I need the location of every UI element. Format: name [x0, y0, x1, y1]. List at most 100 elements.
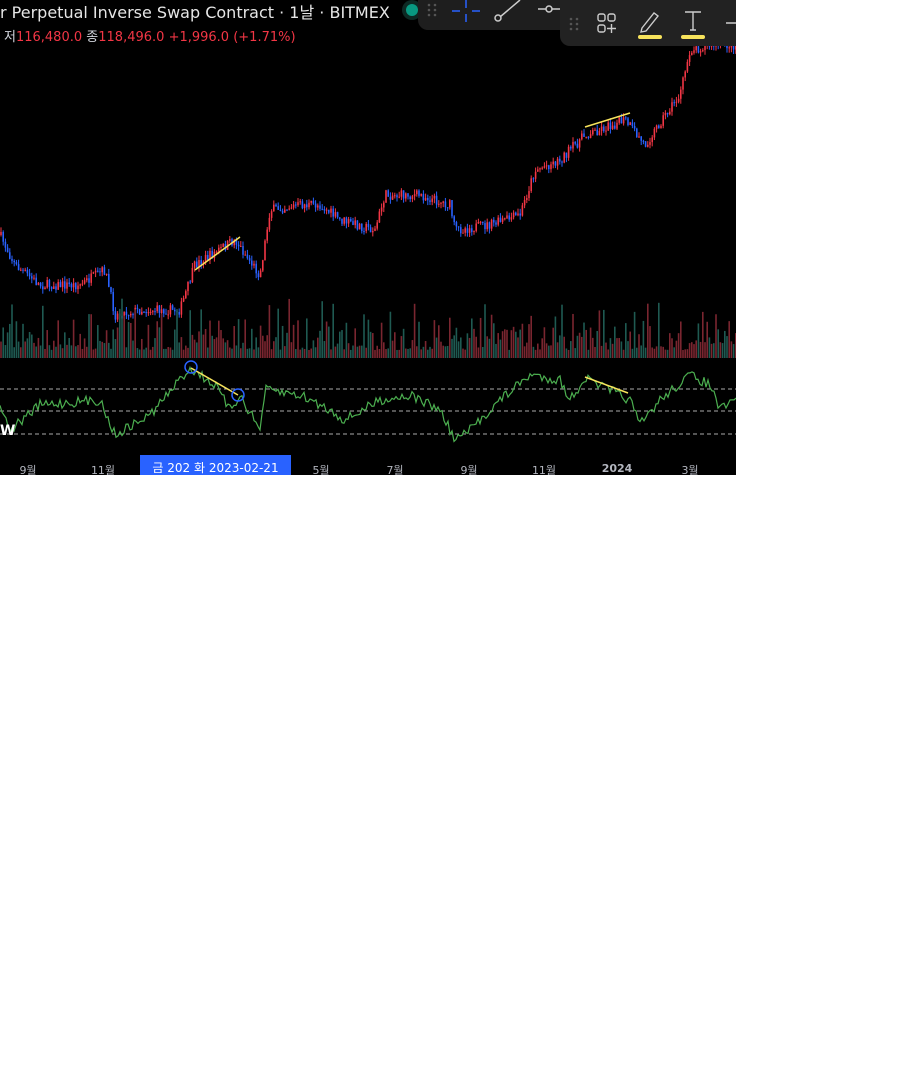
volume-bar	[444, 346, 447, 358]
volume-bar	[17, 341, 20, 358]
volume-bar	[378, 349, 381, 358]
drawing-toolbar-secondary	[560, 0, 736, 46]
volume-bar	[664, 349, 667, 358]
volume-bar	[603, 309, 605, 358]
volume-bar	[48, 345, 51, 358]
volume-bar	[72, 319, 75, 358]
candle	[233, 239, 235, 246]
volume-bar	[589, 327, 592, 358]
volume-bar	[31, 334, 33, 358]
volume-bar	[22, 323, 24, 358]
volume-bar	[99, 340, 101, 358]
volume-bar	[636, 347, 638, 358]
volume-bar	[380, 322, 383, 358]
text-icon[interactable]	[679, 8, 707, 40]
candle	[583, 133, 585, 137]
candle	[141, 311, 143, 315]
volume-bar	[169, 347, 172, 358]
volume-bar	[501, 331, 504, 358]
chart-canvas[interactable]	[0, 0, 736, 475]
candle	[636, 128, 638, 137]
candle	[275, 204, 277, 207]
candle	[204, 255, 207, 262]
minus-icon[interactable]	[726, 16, 736, 26]
candle	[413, 194, 416, 197]
volume-bar	[90, 314, 92, 358]
volume-bar	[455, 327, 458, 358]
candle	[185, 291, 187, 299]
volume-bar	[662, 346, 664, 358]
candle	[33, 277, 35, 279]
volume-bar	[713, 343, 715, 358]
candle	[627, 118, 629, 125]
volume-bar	[11, 304, 13, 358]
volume-bar	[185, 345, 187, 358]
volume-bar	[35, 346, 37, 358]
volume-bar	[341, 330, 343, 358]
candle	[691, 52, 693, 56]
volume-bar	[361, 345, 363, 358]
volume-bar	[154, 338, 156, 358]
candle	[682, 77, 684, 90]
candle	[64, 281, 66, 289]
candle	[11, 258, 13, 261]
candle	[488, 222, 491, 229]
volume-bar	[134, 309, 136, 358]
chart-area[interactable]: r Perpetual Inverse Swap Contract · 1날 ·…	[0, 0, 736, 475]
volume-bar	[559, 335, 561, 358]
volume-bar	[730, 341, 733, 358]
volume-bar	[699, 341, 702, 358]
rsi-divergence-line	[190, 367, 239, 396]
volume-bar	[574, 348, 576, 358]
candle	[92, 272, 95, 274]
candle	[552, 161, 554, 165]
candle	[292, 204, 295, 208]
volume-bar	[110, 348, 112, 358]
volume-bar	[4, 345, 7, 358]
candle	[218, 247, 220, 252]
horizontal-ray-icon[interactable]	[538, 0, 562, 20]
volume-bar	[83, 338, 86, 358]
volume-bar	[306, 318, 308, 358]
volume-bar	[88, 314, 90, 358]
volume-bar	[297, 320, 299, 358]
trend-line-icon[interactable]	[492, 0, 524, 24]
add-widget-icon[interactable]	[596, 12, 618, 36]
volume-bar	[209, 320, 211, 358]
candle	[501, 218, 504, 222]
candle	[20, 269, 22, 271]
crosshair-icon[interactable]	[452, 0, 480, 24]
volume-bar	[44, 348, 46, 358]
candle	[367, 223, 370, 228]
volume-bar	[273, 341, 275, 358]
volume-bar	[211, 335, 213, 358]
volume-bar	[442, 345, 444, 358]
volume-bar	[677, 333, 680, 358]
candle	[301, 201, 304, 209]
volume-bar	[336, 343, 339, 358]
volume-bar	[477, 347, 480, 358]
candle	[310, 200, 312, 203]
volume-bar	[226, 340, 229, 358]
candle	[299, 201, 301, 203]
candle	[200, 260, 202, 265]
volume-bar	[6, 332, 9, 358]
candle	[182, 298, 185, 302]
drag-handle-icon[interactable]	[568, 16, 582, 32]
rsi-divergence-line	[584, 376, 629, 394]
volume-bar	[321, 301, 323, 358]
candle	[735, 44, 736, 50]
volume-bar	[651, 347, 653, 358]
volume-bar	[376, 345, 378, 358]
drag-handle-icon[interactable]	[426, 2, 440, 18]
pencil-icon[interactable]	[636, 8, 664, 40]
candle	[152, 311, 154, 313]
candle	[554, 161, 557, 166]
candle	[363, 230, 365, 232]
candle	[559, 158, 561, 162]
candle	[418, 190, 420, 196]
candle	[61, 281, 64, 288]
volume-bar	[631, 348, 634, 358]
volume-bar	[585, 329, 587, 358]
volume-bar	[724, 330, 726, 358]
